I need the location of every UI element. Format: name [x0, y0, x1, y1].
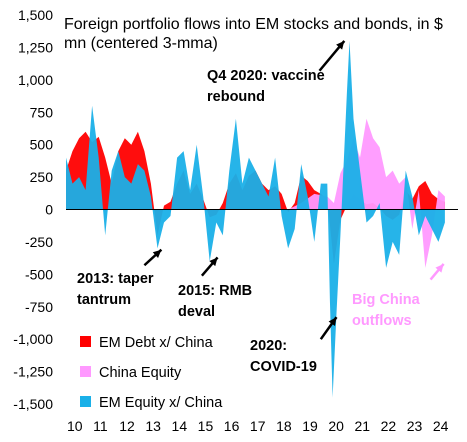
- y-tick-label: 500: [30, 137, 54, 153]
- annotation-label: rebound: [207, 89, 265, 105]
- x-tick-label: 19: [302, 418, 318, 434]
- x-tick-label: 15: [198, 418, 214, 434]
- y-tick-label: -500: [25, 266, 53, 282]
- annotation-label: tantrum: [77, 292, 131, 308]
- annotation-arrowhead: [152, 249, 162, 259]
- legend-label: EM Equity x/ China: [99, 395, 223, 411]
- annotation-label: COVID-19: [250, 359, 317, 375]
- annotation-label: Q4 2020: vaccine: [207, 68, 325, 84]
- y-tick-label: -1,250: [13, 364, 53, 380]
- y-axis: -1,500 -1,250 -1,000 -750 -500 -250 0 250 500 750…: [13, 7, 53, 412]
- x-tick-label: 24: [433, 418, 449, 434]
- x-tick-label: 16: [224, 418, 240, 434]
- annotation-label: deval: [178, 304, 215, 320]
- x-tick-label: 17: [250, 418, 266, 434]
- y-tick-label: -1,500: [13, 396, 53, 412]
- y-tick-label: 1,500: [18, 7, 53, 23]
- y-tick-label: -250: [25, 234, 53, 250]
- annotation-label: outflows: [352, 313, 412, 329]
- x-tick-label: 14: [172, 418, 188, 434]
- y-tick-label: 1,250: [18, 39, 53, 55]
- x-tick-label: 13: [145, 418, 161, 434]
- annotation-arrowhead: [435, 263, 444, 273]
- x-tick-label: 11: [93, 418, 108, 434]
- x-tick-label: 22: [381, 418, 397, 434]
- legend-label: EM Debt x/ China: [99, 335, 214, 351]
- y-tick-label: 250: [30, 169, 54, 185]
- annotation-label: Big China: [352, 292, 421, 308]
- x-tick-label: 18: [276, 418, 292, 434]
- legend-label: China Equity: [99, 365, 182, 381]
- annotation-arrowhead: [328, 317, 337, 326]
- annotation-label: 2020:: [250, 338, 287, 354]
- annotation-arrowhead: [336, 40, 345, 50]
- legend-swatch: [80, 396, 91, 407]
- legend: EM Debt x/ China China Equity EM Equity x/…: [80, 335, 223, 411]
- annotation-label: 2013: taper: [77, 271, 154, 287]
- y-tick-label: -1,000: [13, 331, 53, 347]
- y-tick-label: -750: [25, 299, 53, 315]
- y-tick-label: 750: [30, 104, 54, 120]
- annotations: Q4 2020: vaccine rebound 2013: taper tantru…: [77, 40, 445, 375]
- x-tick-label: 23: [407, 418, 423, 434]
- annotation-label: 2015: RMB: [178, 283, 252, 299]
- chart-title-line-2: mn (centered 3-mma): [64, 35, 218, 52]
- x-tick-label: 20: [328, 418, 344, 434]
- x-axis: 10 11 12 13 14 15 16 17 18 19 20 21 22 23 24: [67, 418, 449, 434]
- y-tick-label: 1,000: [18, 72, 53, 88]
- chart-title-line-1: Foreign portfolio flows into EM stocks a…: [64, 16, 443, 33]
- legend-swatch: [80, 336, 91, 347]
- x-tick-label: 12: [119, 418, 135, 434]
- x-tick-label: 10: [67, 418, 83, 434]
- plot-area: [66, 40, 458, 398]
- annotation-arrowhead: [209, 257, 218, 267]
- legend-swatch: [80, 366, 91, 377]
- series-area-2: [66, 40, 445, 398]
- x-tick-label: 21: [354, 418, 370, 434]
- y-tick-label: 0: [45, 202, 53, 218]
